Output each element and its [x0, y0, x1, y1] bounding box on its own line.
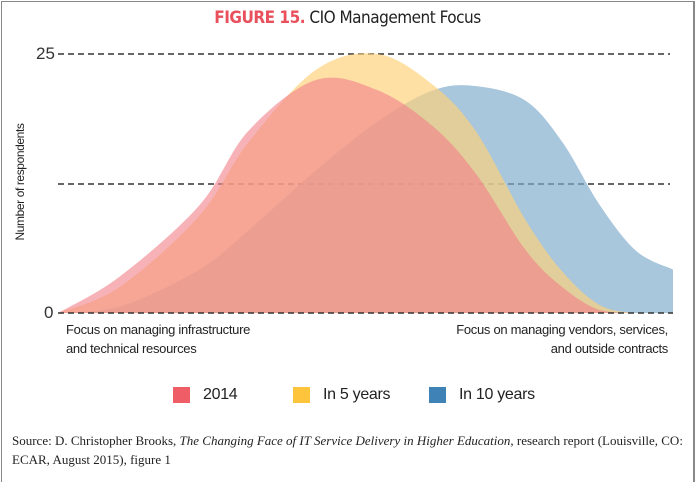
y-tick-25: 25 — [36, 44, 55, 63]
legend-label-5-years: In 5 years — [323, 386, 391, 403]
chart-title: FIGURE 15. CIO Management Focus — [0, 8, 695, 28]
source-suffix: , research report (Louisville, CO: ECAR,… — [12, 433, 683, 467]
x-note-right-line1: Focus on managing vendors, services, — [456, 322, 668, 337]
area-2014 — [58, 77, 673, 314]
legend-item-10-years: In 10 years — [428, 386, 535, 404]
legend-label-2014: 2014 — [203, 386, 238, 403]
legend-swatch-2014 — [172, 386, 191, 404]
y-tick-0: 0 — [44, 303, 54, 322]
legend-item-2014: 2014 — [172, 386, 238, 404]
legend-swatch-10-years — [428, 386, 447, 404]
figure-number: FIGURE 15. — [214, 8, 306, 28]
legend-item-5-years: In 5 years — [292, 386, 391, 404]
x-note-left-line2: and technical resources — [66, 341, 197, 356]
source-citation: Source: D. Christopher Brooks, The Chang… — [12, 431, 687, 469]
x-note-right-line2: and outside contracts — [550, 341, 669, 356]
source-title: The Changing Face of IT Service Delivery… — [179, 433, 511, 448]
figure-title: CIO Management Focus — [309, 8, 481, 28]
source-prefix: Source: D. Christopher Brooks, — [12, 433, 180, 448]
legend-swatch-5-years — [292, 386, 311, 404]
x-note-left: Focus on managing infrastructure and tec… — [66, 320, 250, 358]
legend-label-10-years: In 10 years — [459, 386, 535, 403]
area-series-group — [58, 53, 673, 314]
x-note-right: Focus on managing vendors, services, and… — [456, 320, 668, 358]
legend: 2014 In 5 years In 10 years — [0, 386, 695, 410]
x-note-left-line1: Focus on managing infrastructure — [66, 322, 251, 337]
